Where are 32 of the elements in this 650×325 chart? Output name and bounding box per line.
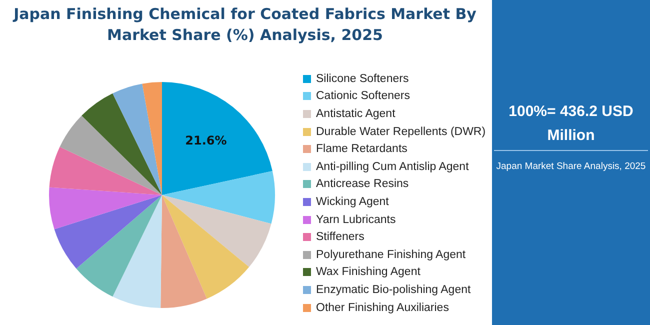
- legend-label: Flame Retardants: [316, 143, 408, 156]
- legend-label: Anticrease Resins: [316, 178, 409, 190]
- pie-slice: [76, 195, 162, 297]
- pie-slice: [49, 187, 162, 230]
- pie-slice: [49, 146, 162, 195]
- legend-label: Other Finishing Auxiliaries: [316, 302, 449, 314]
- pie-slice: [162, 171, 275, 224]
- legend-label: Cationic Softeners: [316, 90, 410, 102]
- pie-slice: [54, 195, 162, 269]
- legend-label: Polyurethane Finishing Agent: [316, 248, 466, 261]
- text: Japan Market Share Analysis, 2025: [494, 150, 648, 172]
- legend-label: Wax Finishing Agent: [316, 266, 420, 278]
- pie-slice: [162, 195, 250, 299]
- pie-slice: [112, 195, 162, 308]
- pie-slice: [112, 84, 162, 195]
- pie-slice: [82, 93, 162, 195]
- pie-slice: [162, 195, 272, 268]
- text: 100%= 436.2 USD Million: [508, 102, 634, 146]
- pie-slice: [142, 82, 162, 195]
- chart-title: Japan Finishing Chemical for Coated Fabrics Market By Market Share (%) Analysis, 2025: [12, 4, 478, 46]
- pie-slice: [160, 195, 207, 308]
- legend-label: Wicking Agent: [316, 196, 389, 208]
- legend-label: Stiffeners: [316, 231, 364, 244]
- data-label: 21.6%: [185, 133, 227, 148]
- legend-label: Enzymatic Bio-polishing Agent: [316, 284, 471, 296]
- legend-label: Antistatic Agent: [316, 108, 396, 120]
- pie-slice: [60, 116, 162, 195]
- legend-label: Silicone Softeners: [316, 72, 409, 85]
- legend-label: Yarn Lubricants: [316, 214, 396, 226]
- pie-slice: [162, 82, 272, 195]
- legend-label: Anti-pilling Cum Antislip Agent: [316, 160, 469, 173]
- legend-label: Durable Water Repellents (DWR): [316, 126, 486, 138]
